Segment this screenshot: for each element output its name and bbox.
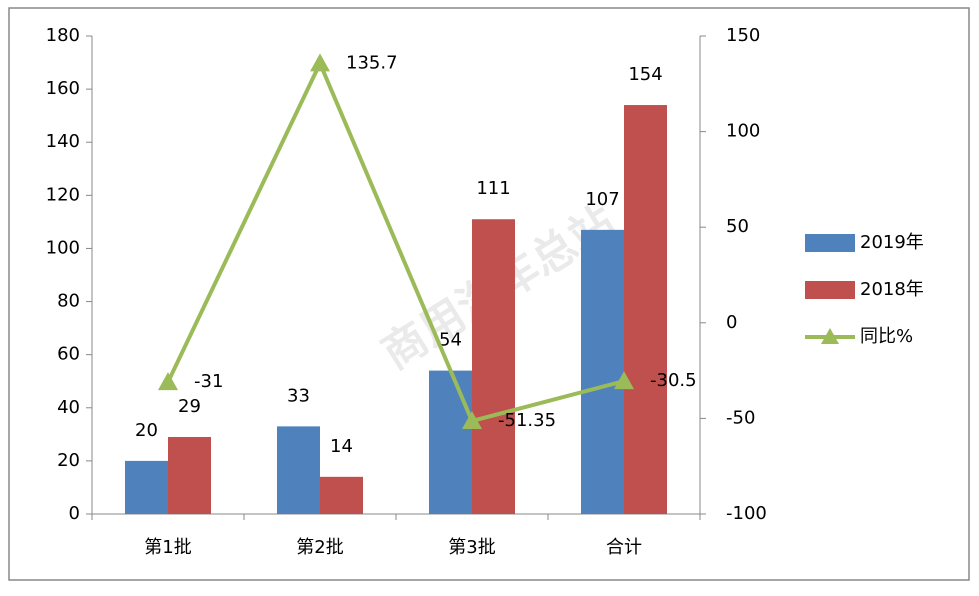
bar	[320, 476, 363, 514]
data-label: -31	[194, 371, 223, 392]
x-tick-label: 第1批	[144, 537, 191, 558]
x-tick-label: 第3批	[448, 537, 495, 558]
legend-marker	[821, 328, 839, 344]
y-tick-label: 0	[69, 503, 80, 524]
x-tick-label: 第2批	[296, 537, 343, 558]
data-label: -51.35	[498, 410, 556, 431]
bar	[472, 219, 515, 514]
data-label: 33	[287, 385, 310, 406]
legend-label: 同比%	[860, 326, 913, 347]
marker	[158, 372, 178, 391]
y2-tick-label: 100	[726, 121, 760, 142]
y-tick-label: 180	[46, 25, 80, 46]
legend-swatch	[805, 234, 855, 252]
marker	[310, 53, 330, 72]
data-label: 20	[135, 420, 158, 441]
legend-label: 2019年	[860, 232, 924, 253]
marker	[462, 410, 482, 429]
bar	[168, 436, 211, 514]
marker	[614, 371, 634, 390]
data-label: 154	[628, 64, 662, 85]
data-label: -30.5	[650, 370, 697, 391]
y2-tick-label: -100	[726, 503, 767, 524]
bar	[277, 426, 320, 514]
y-tick-label: 140	[46, 131, 80, 152]
data-label: 29	[178, 396, 201, 417]
y2-tick-label: 50	[726, 216, 749, 237]
y2-tick-label: 150	[726, 25, 760, 46]
y2-tick-label: -50	[726, 407, 755, 428]
data-label: 135.7	[346, 52, 398, 73]
bar	[581, 229, 624, 514]
y2-tick-label: 0	[726, 312, 737, 333]
bar	[429, 370, 472, 514]
legend-label: 2018年	[860, 279, 924, 300]
y-tick-label: 80	[57, 291, 80, 312]
data-label: 107	[585, 189, 619, 210]
x-tick-label: 合计	[606, 537, 642, 558]
legend-swatch	[805, 281, 855, 299]
data-label: 54	[439, 330, 462, 351]
y-tick-label: 20	[57, 450, 80, 471]
y-tick-label: 40	[57, 397, 80, 418]
y-tick-label: 60	[57, 344, 80, 365]
bar	[125, 460, 168, 514]
y-tick-label: 120	[46, 184, 80, 205]
y-tick-label: 160	[46, 78, 80, 99]
bar	[624, 105, 667, 515]
y-tick-label: 100	[46, 237, 80, 258]
line	[166, 58, 625, 424]
data-label: 14	[330, 436, 353, 457]
data-label: 111	[476, 178, 510, 199]
